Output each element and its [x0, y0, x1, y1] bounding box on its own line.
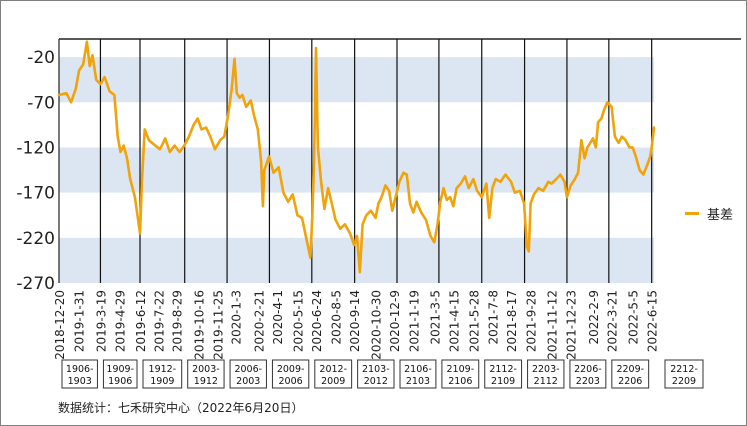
x-tick-label: 2019-10-16	[193, 290, 207, 360]
y-tick-label: -20	[27, 48, 55, 68]
y-tick-label: -270	[16, 274, 55, 294]
x-tick-label: 2022-5-5	[627, 290, 641, 344]
x-tick-label: 2020-5-15	[291, 290, 305, 352]
contract-label-line1: 2006-	[234, 364, 262, 375]
series-line	[57, 40, 656, 274]
contract-label-line1: 2003-	[192, 364, 220, 375]
contract-label-line2: 2203	[576, 376, 600, 387]
x-tick-label: 2020-1-3	[229, 290, 243, 344]
contract-box	[611, 359, 650, 389]
x-tick-label: 2021-9-28	[525, 290, 539, 352]
x-tick-label: 2019-6-12	[134, 290, 148, 352]
contract-box	[441, 359, 480, 389]
x-tick-label: 2020-2-21	[252, 290, 266, 352]
contract-box	[664, 359, 704, 389]
x-tick-label: 2021-1-19	[407, 290, 421, 352]
contract-box	[357, 359, 395, 389]
y-band	[59, 57, 654, 103]
x-tick-label: 2021-11-12	[546, 290, 560, 360]
contract-label-line2: 2009	[321, 376, 345, 387]
x-tick-label: 2020-10-30	[370, 290, 384, 360]
contract-label-line1: 2106-	[404, 364, 432, 375]
legend-label: 基差	[707, 208, 734, 223]
contract-label-line2: 2103	[406, 376, 430, 387]
contract-label-line2: 1909	[150, 376, 174, 387]
contract-box	[142, 359, 183, 389]
x-tick-label: 2021-8-17	[505, 290, 519, 352]
x-tick-label: 2021-12-23	[565, 290, 579, 360]
contract-label-line2: 2006	[279, 376, 303, 387]
contract-label-line2: 1906	[108, 376, 132, 387]
x-tick-label: 2019-8-29	[170, 290, 184, 352]
y-tick-label: -220	[16, 229, 55, 249]
x-tick-label: 2019-7-22	[153, 290, 167, 352]
contract-box	[484, 359, 523, 389]
contract-box	[187, 359, 225, 389]
y-tick-label: -120	[16, 138, 55, 158]
contract-label-line2: 2209	[672, 376, 696, 387]
x-tick-label: 2020-6-24	[310, 290, 324, 352]
contract-box	[399, 359, 437, 389]
contract-box	[229, 359, 267, 389]
contract-label-line1: 2109-	[447, 364, 475, 375]
contract-label-line2: 2109	[491, 376, 515, 387]
contract-label-line1: 2209-	[616, 364, 644, 375]
contract-label-line2: 2206	[618, 376, 642, 387]
contract-label-line1: 1906-	[66, 364, 94, 375]
contract-label-line2: 2012	[364, 376, 388, 387]
contract-label-line2: 1912	[194, 376, 218, 387]
y-tick-label: -70	[27, 93, 55, 113]
x-tick-label: 2022-6-15	[646, 290, 660, 352]
x-tick-label: 2022-3-21	[606, 290, 620, 352]
contract-label-line1: 2012-	[319, 364, 347, 375]
contract-label-line1: 1912-	[149, 364, 177, 375]
x-tick-label: 2020-8-5	[330, 290, 344, 344]
contract-label-line1: 2206-	[574, 364, 602, 375]
x-tick-label: 2021-5-28	[467, 290, 481, 352]
contract-label-line2: 2003	[236, 376, 260, 387]
contract-label-line1: 2112-	[489, 364, 517, 375]
x-tick-label: 2018-12-20	[53, 290, 67, 360]
contract-label-line1: 2103-	[362, 364, 390, 375]
contract-box	[314, 359, 353, 389]
contract-label-line1: 2009-	[277, 364, 305, 375]
contract-label-line2: 2112	[534, 376, 558, 387]
contract-box	[271, 359, 310, 389]
x-tick-label: 2020-4-1	[271, 290, 285, 344]
x-tick-label: 2021-3-5	[428, 290, 442, 344]
contract-label-line1: 1909-	[106, 364, 134, 375]
x-tick-label: 2021-7-8	[486, 290, 500, 344]
contract-label-line1: 2203-	[532, 364, 560, 375]
source-note: 数据统计：七禾研究中心（2022年6月20日）	[58, 401, 304, 415]
x-tick-label: 2019-3-19	[94, 290, 108, 352]
contract-label-line1: 2212-	[670, 364, 698, 375]
x-tick-label: 2019-4-29	[114, 290, 128, 352]
contract-box	[569, 359, 607, 389]
y-band	[59, 147, 654, 193]
x-tick-label: 2020-12-9	[388, 290, 402, 352]
contract-box	[102, 359, 138, 389]
chart-legend: 基差	[685, 204, 733, 223]
contract-label-line2: 1903	[68, 376, 92, 387]
x-tick-label: 2019-11-25	[211, 290, 225, 360]
contract-box	[527, 359, 565, 389]
x-tick-label: 2019-1-31	[73, 290, 87, 352]
x-tick-label: 2020-9-14	[348, 290, 362, 352]
contract-box	[61, 359, 98, 389]
contract-label-line2: 2106	[448, 376, 472, 387]
legend-swatch	[685, 212, 699, 215]
y-tick-label: -170	[16, 184, 55, 204]
x-tick-label: 2021-4-15	[447, 290, 461, 352]
x-tick-label: 2022-2-9	[587, 290, 601, 344]
